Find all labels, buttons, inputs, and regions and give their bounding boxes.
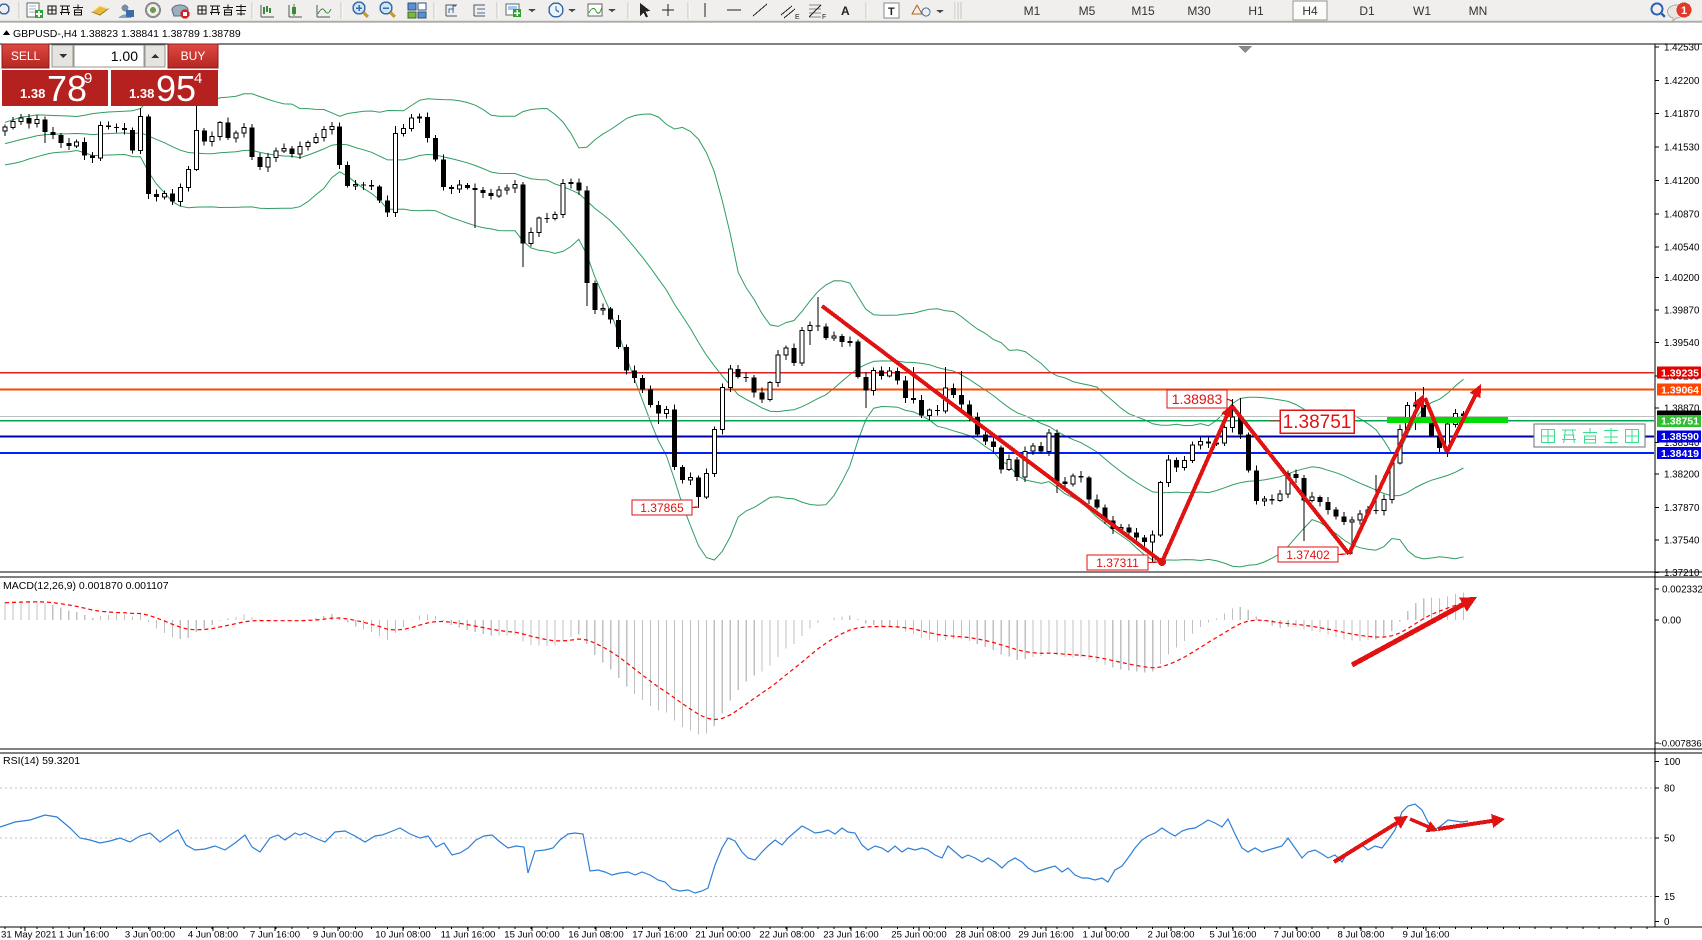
svg-text:M5: M5: [1079, 4, 1096, 18]
svg-text:1.37865: 1.37865: [640, 501, 684, 515]
svg-text:M30: M30: [1187, 4, 1211, 18]
svg-text:1.38419: 1.38419: [1661, 448, 1699, 460]
svg-text:4: 4: [194, 70, 202, 87]
svg-text:4 Jun 08:00: 4 Jun 08:00: [188, 930, 238, 940]
svg-text:25 Jun 00:00: 25 Jun 00:00: [891, 930, 946, 940]
svg-text:1.37210: 1.37210: [1664, 568, 1700, 579]
svg-text:1.39870: 1.39870: [1664, 305, 1700, 316]
svg-text:80: 80: [1664, 784, 1675, 795]
svg-text:1.39540: 1.39540: [1664, 338, 1700, 349]
svg-text:0.002332: 0.002332: [1662, 585, 1702, 596]
svg-text:50: 50: [1664, 834, 1675, 845]
svg-text:1.39064: 1.39064: [1661, 384, 1699, 396]
svg-text:-0.007836: -0.007836: [1659, 739, 1702, 750]
svg-text:1.38590: 1.38590: [1661, 431, 1699, 443]
svg-text:1.37540: 1.37540: [1664, 536, 1700, 547]
svg-text:15 Jun 00:00: 15 Jun 00:00: [504, 930, 559, 940]
svg-text:A: A: [841, 4, 850, 18]
svg-text:9 Jun 00:00: 9 Jun 00:00: [313, 930, 363, 940]
svg-text:16 Jun 08:00: 16 Jun 08:00: [568, 930, 623, 940]
svg-text:1.40540: 1.40540: [1664, 243, 1700, 254]
svg-text:21 Jun 00:00: 21 Jun 00:00: [695, 930, 750, 940]
svg-text:1.41530: 1.41530: [1664, 143, 1700, 154]
svg-text:3 Jun 00:00: 3 Jun 00:00: [125, 930, 175, 940]
svg-text:RSI(14) 59.3201: RSI(14) 59.3201: [3, 755, 80, 767]
svg-text:1.40200: 1.40200: [1664, 273, 1700, 284]
svg-text:W1: W1: [1413, 4, 1431, 18]
svg-text:28 Jun 08:00: 28 Jun 08:00: [955, 930, 1010, 940]
svg-text:1 Jul 00:00: 1 Jul 00:00: [1083, 930, 1130, 940]
svg-text:1.37870: 1.37870: [1664, 503, 1700, 514]
svg-text:GBPUSD-,H4 1.38823 1.38841 1.: GBPUSD-,H4 1.38823 1.38841 1.38789 1.387…: [13, 28, 241, 40]
svg-text:1.42200: 1.42200: [1664, 76, 1700, 87]
svg-text:0.00: 0.00: [1662, 616, 1682, 627]
svg-text:23 Jun 16:00: 23 Jun 16:00: [823, 930, 878, 940]
svg-text:9 Jul 16:00: 9 Jul 16:00: [1403, 930, 1450, 940]
svg-text:1.38870: 1.38870: [1664, 404, 1700, 415]
svg-text:M1: M1: [1024, 4, 1041, 18]
svg-text:SELL: SELL: [11, 49, 41, 63]
svg-text:M15: M15: [1131, 4, 1155, 18]
svg-text:D1: D1: [1359, 4, 1375, 18]
svg-text:1.41200: 1.41200: [1664, 176, 1700, 187]
svg-text:10 Jun 08:00: 10 Jun 08:00: [375, 930, 430, 940]
svg-text:1.38540: 1.38540: [1664, 438, 1700, 449]
svg-text:1.42530: 1.42530: [1664, 43, 1700, 54]
svg-text:H4: H4: [1302, 4, 1318, 18]
svg-text:1.37402: 1.37402: [1286, 548, 1330, 562]
svg-text:15: 15: [1664, 892, 1675, 903]
svg-text:F: F: [822, 14, 826, 21]
svg-text:1.41870: 1.41870: [1664, 109, 1700, 120]
svg-text:95: 95: [156, 68, 196, 109]
svg-text:1.38: 1.38: [129, 86, 154, 101]
svg-text:7 Jul 00:00: 7 Jul 00:00: [1274, 930, 1321, 940]
svg-text:2 Jul 08:00: 2 Jul 08:00: [1148, 930, 1195, 940]
svg-text:0: 0: [1664, 917, 1670, 928]
svg-text:78: 78: [47, 68, 87, 109]
svg-text:22 Jun 08:00: 22 Jun 08:00: [759, 930, 814, 940]
svg-text:1.38200: 1.38200: [1664, 470, 1700, 481]
svg-text:7 Jun 16:00: 7 Jun 16:00: [250, 930, 300, 940]
svg-text:5 Jul 16:00: 5 Jul 16:00: [1210, 930, 1257, 940]
svg-text:1.00: 1.00: [111, 48, 138, 64]
svg-text:1.38751: 1.38751: [1661, 416, 1699, 428]
svg-text:9: 9: [84, 70, 92, 87]
svg-text:1 Jun 16:00: 1 Jun 16:00: [59, 930, 109, 940]
svg-text:T: T: [888, 6, 895, 18]
svg-text:1.40870: 1.40870: [1664, 209, 1700, 220]
svg-text:17 Jun 16:00: 17 Jun 16:00: [632, 930, 687, 940]
svg-text:31 May 2021: 31 May 2021: [1, 930, 56, 940]
svg-text:100: 100: [1664, 757, 1681, 768]
svg-text:BUY: BUY: [181, 49, 206, 63]
svg-text:1.37311: 1.37311: [1096, 556, 1139, 570]
svg-text:MN: MN: [1469, 4, 1488, 18]
svg-text:1.38751: 1.38751: [1283, 412, 1352, 433]
svg-text:E: E: [795, 14, 800, 21]
svg-text:11 Jun 16:00: 11 Jun 16:00: [441, 930, 496, 940]
svg-text:H1: H1: [1248, 4, 1264, 18]
svg-text:1.38: 1.38: [20, 86, 45, 101]
svg-text:1.38983: 1.38983: [1172, 391, 1223, 407]
svg-text:1: 1: [1681, 5, 1687, 17]
svg-text:1.39235: 1.39235: [1661, 367, 1699, 379]
svg-text:MACD(12,26,9) 0.001870 0.00110: MACD(12,26,9) 0.001870 0.001107: [3, 580, 169, 592]
svg-text:29 Jun 16:00: 29 Jun 16:00: [1018, 930, 1073, 940]
svg-text:8 Jul 08:00: 8 Jul 08:00: [1338, 930, 1385, 940]
